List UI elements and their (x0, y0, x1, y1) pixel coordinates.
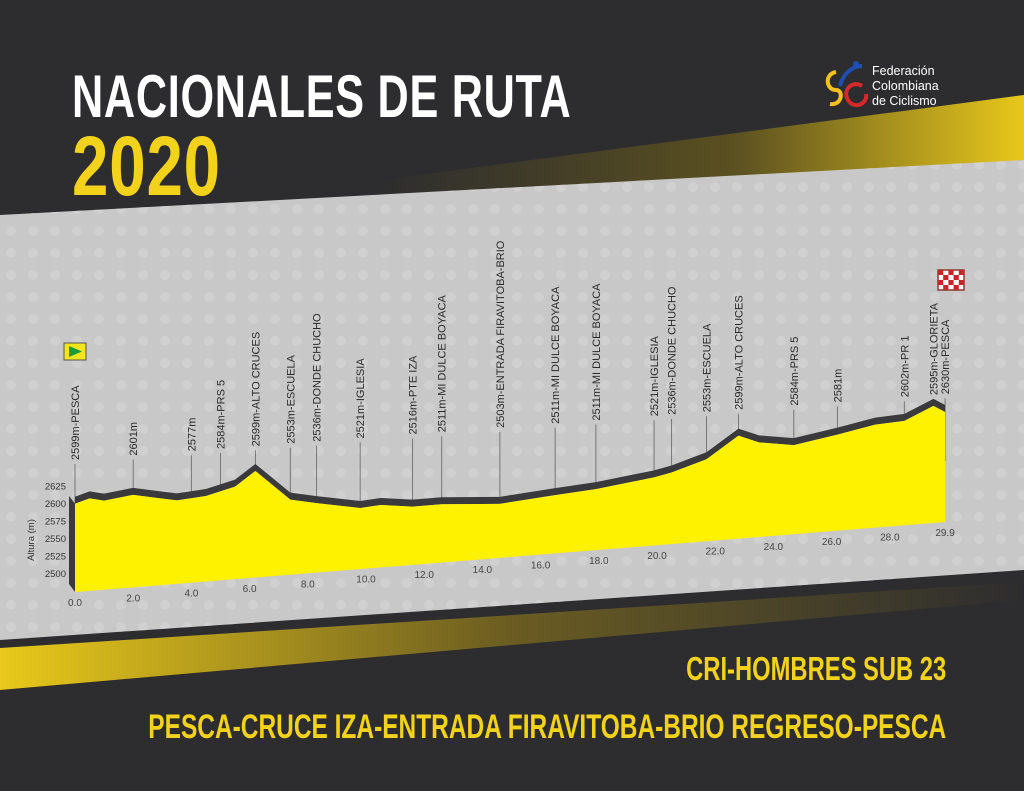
federation-logo: Federación Colombiana de Ciclismo (822, 60, 972, 116)
route-subtitle: PESCA-CRUCE IZA-ENTRADA FIRAVITOBA-BRIO … (148, 708, 946, 746)
finish-check (938, 270, 944, 275)
waypoint-label: 2599m-ALTO CRUCES (733, 295, 745, 410)
profile-area (75, 405, 946, 592)
finish-check (948, 270, 954, 275)
x-tick-label: 28.0 (880, 532, 900, 543)
waypoint-label: 2599m-ALTO CRUCES (250, 332, 262, 447)
waypoint-label: 2601m (128, 422, 140, 456)
waypoint-label: 2553m-ESCUELA (701, 323, 713, 412)
waypoint-label: 2602m-PR 1 (899, 336, 911, 398)
waypoint-label: 2577m (186, 418, 198, 452)
y-tick-label: 2525 (45, 552, 66, 563)
x-tick-label: 0.0 (68, 598, 82, 609)
x-tick-label: 22.0 (705, 546, 725, 557)
y-tick-label: 2625 (45, 482, 66, 493)
finish-check (953, 285, 959, 290)
y-tick-label: 2500 (45, 569, 66, 580)
waypoint-label: 2630m-PESCA (940, 319, 952, 394)
waypoint-label: 2553m-ESCUELA (285, 354, 297, 443)
logo-line: Colombiana (872, 79, 939, 93)
finish-check (948, 280, 954, 285)
waypoint-label: 2521m-IGLESIA (649, 335, 661, 416)
waypoint-label: 2521m-IGLESIA (355, 358, 367, 439)
x-tick-label: 6.0 (243, 584, 257, 595)
x-tick-label: 2.0 (126, 593, 140, 604)
x-tick-label: 8.0 (301, 579, 315, 590)
x-tick-label: 4.0 (184, 589, 198, 600)
page-year: 2020 (72, 119, 221, 213)
finish-check (943, 275, 949, 280)
finish-check (938, 280, 944, 285)
waypoint-label: 2516m-PTE IZA (408, 355, 420, 435)
waypoint-label: 2511m-MI DULCE BOYACA (437, 294, 449, 432)
start-triangle-icon (69, 346, 82, 357)
finish-check (958, 280, 964, 285)
x-tick-label: 14.0 (473, 565, 493, 576)
y-axis-label: Altura (m) (26, 519, 37, 561)
waypoint-label: 2595m-GLORIETA (928, 302, 940, 395)
waypoint-label: 2536m-DONDE CHUCHO (667, 286, 679, 415)
waypoint-label: 2584m-PRS 5 (789, 337, 801, 406)
x-tick-label: 16.0 (531, 561, 551, 572)
x-tick-label: 29.9 (935, 528, 955, 539)
waypoint-label: 2511m-MI DULCE BOYACA (550, 286, 562, 424)
page-title: NACIONALES DE RUTA (72, 63, 572, 130)
waypoint-label: 2599m-PESCA (70, 385, 82, 460)
x-tick-label: 26.0 (822, 537, 842, 548)
finish-check (958, 270, 964, 275)
x-tick-label: 24.0 (764, 542, 784, 553)
x-tick-label: 12.0 (414, 570, 434, 581)
y-tick-label: 2575 (45, 517, 66, 528)
x-tick-label: 20.0 (647, 551, 667, 562)
profile-edge (75, 398, 946, 509)
cyclist-logo-icon (825, 61, 869, 108)
logo-line: de Ciclismo (872, 94, 937, 108)
y-tick-label: 2550 (45, 534, 66, 545)
waypoint-label: 2511m-MI DULCE BOYACA (591, 283, 603, 421)
logo-line: Federación (872, 64, 935, 78)
x-tick-label: 10.0 (356, 575, 376, 586)
finish-check (943, 285, 949, 290)
elevation-chart: 2599m-PESCA 2601m 2577m 2584m-PRS 5 2599m-AL… (26, 240, 965, 609)
category-subtitle: CRI-HOMBRES SUB 23 (685, 650, 946, 687)
finish-check (953, 275, 959, 280)
x-tick-label: 18.0 (589, 556, 609, 567)
waypoint-label: 2581m (832, 369, 844, 403)
waypoint-label: 2503m-ENTRADA FIRAVITOBA-BRIO (495, 240, 507, 428)
waypoint-label: 2584m-PRS 5 (216, 380, 228, 449)
profile-side (69, 496, 75, 592)
y-tick-label: 2600 (45, 499, 66, 510)
waypoint-label: 2536m-DONDE CHUCHO (312, 313, 324, 442)
